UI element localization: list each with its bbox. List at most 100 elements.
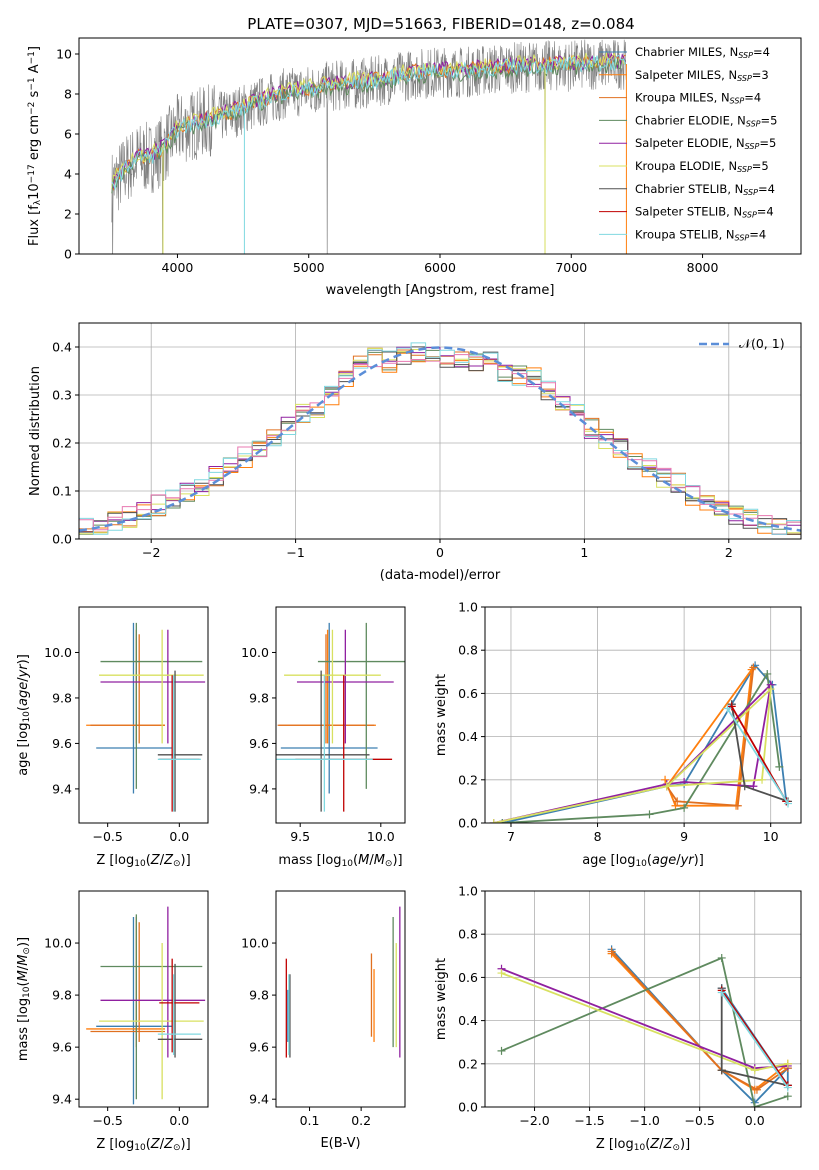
label-part: 10: [22, 986, 32, 998]
y-tick-label: 9.6: [52, 736, 72, 751]
x-axis-label: age [log10(age/yr)]: [582, 853, 704, 869]
x-tick-label: 0.0: [169, 829, 189, 844]
y-axis-label: age [log10(age/yr)]: [16, 654, 32, 776]
y-tick-label: 10.0: [241, 645, 269, 660]
y-tick-label: 0.3: [52, 388, 72, 403]
plot-area: [489, 661, 793, 823]
legend-label: Chabrier STELIB, NSSP=4: [635, 182, 775, 197]
weight-line: [720, 989, 789, 1086]
axes-weight_vs_Z: −2.0 −1.5 −1.0 −0.5 0.0 0.0 0.2 0.4 0.6 0.8 1.0 Z […: [434, 884, 802, 1153]
legend-text: =4: [744, 91, 761, 105]
x-tick-label: −2.0: [519, 1113, 549, 1128]
weight-line: [501, 956, 789, 1107]
weight-marker: [784, 799, 793, 808]
label-part: 10: [634, 1143, 646, 1153]
weight-marker: [733, 801, 742, 810]
legend-text: Kroupa STELIB, N: [635, 227, 735, 241]
y-tick-label: 10.0: [44, 936, 72, 951]
label-part: yr: [680, 853, 696, 868]
x-axis-label: (data-model)/error: [380, 568, 501, 583]
legend-label: Salpeter STELIB, NSSP=4: [635, 205, 774, 220]
legend-sub: SSP: [743, 188, 758, 197]
weight-marker: [671, 801, 680, 810]
legend-sub: SSP: [730, 97, 745, 106]
y-tick-label: 0.2: [52, 436, 72, 451]
plot-area: [276, 622, 405, 812]
legend-sub: SSP: [746, 119, 761, 128]
x-tick-label: 2: [725, 545, 733, 560]
axes-frame: [78, 890, 209, 1108]
legend-label: Kroupa STELIB, NSSP=4: [635, 227, 766, 242]
axes-residuals: −2 −1 0 1 2 0.0 0.1 0.2 0.3 0.4 𝒩(0, 1) (data-model…: [28, 322, 802, 583]
axes-mass_vs_ebv: 0.1 0.2 9.4 9.6 9.8 10.0 E(B-V): [241, 890, 406, 1151]
label-part: age: [652, 853, 676, 868]
y-tick-label: 9.4: [249, 1092, 269, 1107]
legend-text: Chabrier STELIB, N: [635, 182, 743, 196]
axes-age_vs_Z: −0.5 0.09.49.69.810.0Z [log10(Z/Z⊙)]age […: [16, 606, 209, 869]
label-part: )]: [181, 853, 191, 868]
legend-text: Chabrier MILES, N: [635, 45, 738, 59]
legend-text: Salpeter ELODIE, N: [635, 136, 745, 150]
weight-marker: [717, 1066, 726, 1075]
y-tick-label: 0.8: [458, 643, 478, 658]
weight-marker: [749, 663, 758, 672]
weight-marker: [607, 947, 616, 956]
plot-area: [79, 342, 801, 535]
legend-text: Salpeter STELIB, N: [635, 205, 742, 219]
label-part: age: [16, 682, 31, 706]
label-part: (: [353, 853, 358, 868]
y-tick-label: 2: [64, 207, 72, 222]
label-part: 10: [134, 859, 146, 869]
x-axis-label: wavelength [Angstrom, rest frame]: [326, 283, 555, 298]
y-tick-label: 10: [56, 47, 72, 62]
label-part: /: [160, 1137, 165, 1152]
legend-text: =4: [758, 182, 775, 196]
weight-marker: [727, 702, 736, 711]
y-tick-label: 0.0: [458, 816, 478, 831]
x-tick-label: 10.0: [367, 829, 395, 844]
legend-text: Chabrier ELODIE, N: [635, 113, 746, 127]
axes-frame: [78, 606, 209, 824]
legend-label: Chabrier ELODIE, NSSP=5: [635, 113, 777, 128]
label-part: 10: [27, 183, 42, 200]
legend-sub: SSP: [738, 51, 753, 60]
label-part: Z: [663, 1137, 674, 1152]
weight-line: [726, 708, 789, 805]
plot-area: [497, 945, 792, 1107]
x-tick-label: 8: [594, 829, 602, 844]
label-part: M: [16, 970, 31, 981]
x-tick-label: 9: [680, 829, 688, 844]
axes-mass_vs_Z: −0.5 0.09.49.69.810.0Z [log10(Z/Z⊙)]mass …: [16, 890, 209, 1153]
y-tick-label: 10.0: [44, 645, 72, 660]
label-part: )]: [392, 853, 402, 868]
weight-marker: [740, 782, 749, 791]
y-tick-label: 0.1: [52, 484, 72, 499]
legend-label: Chabrier MILES, NSSP=4: [635, 45, 770, 60]
x-tick-label: 4000: [162, 260, 194, 275]
weight-line: [493, 682, 773, 823]
y-axis-label: mass [log10(M/M⊙)]: [16, 937, 32, 1061]
weight-marker: [661, 775, 670, 784]
legend-text: =3: [752, 68, 769, 82]
y-tick-label: 0: [64, 247, 72, 262]
weight-marker: [717, 953, 726, 962]
y-tick-label: 9.6: [52, 1040, 72, 1055]
axes-frame: [275, 606, 406, 824]
weight-marker: [662, 782, 671, 791]
label-part: mass [log: [278, 853, 341, 868]
y-tick-label: 0.2: [458, 772, 478, 787]
label-part: 10: [22, 711, 32, 723]
x-tick-label: 0.0: [169, 1113, 189, 1128]
label-part: /: [369, 853, 374, 868]
label-part: )]: [16, 937, 31, 947]
legend-text: =5: [761, 113, 778, 127]
legend-text: =4: [757, 205, 774, 219]
y-tick-label: 0.4: [458, 1013, 478, 1028]
normal-curve: [79, 346, 801, 532]
x-tick-label: 0.2: [351, 1113, 371, 1128]
label-part: Z [log: [96, 1137, 134, 1152]
plot-area: [285, 906, 401, 1058]
